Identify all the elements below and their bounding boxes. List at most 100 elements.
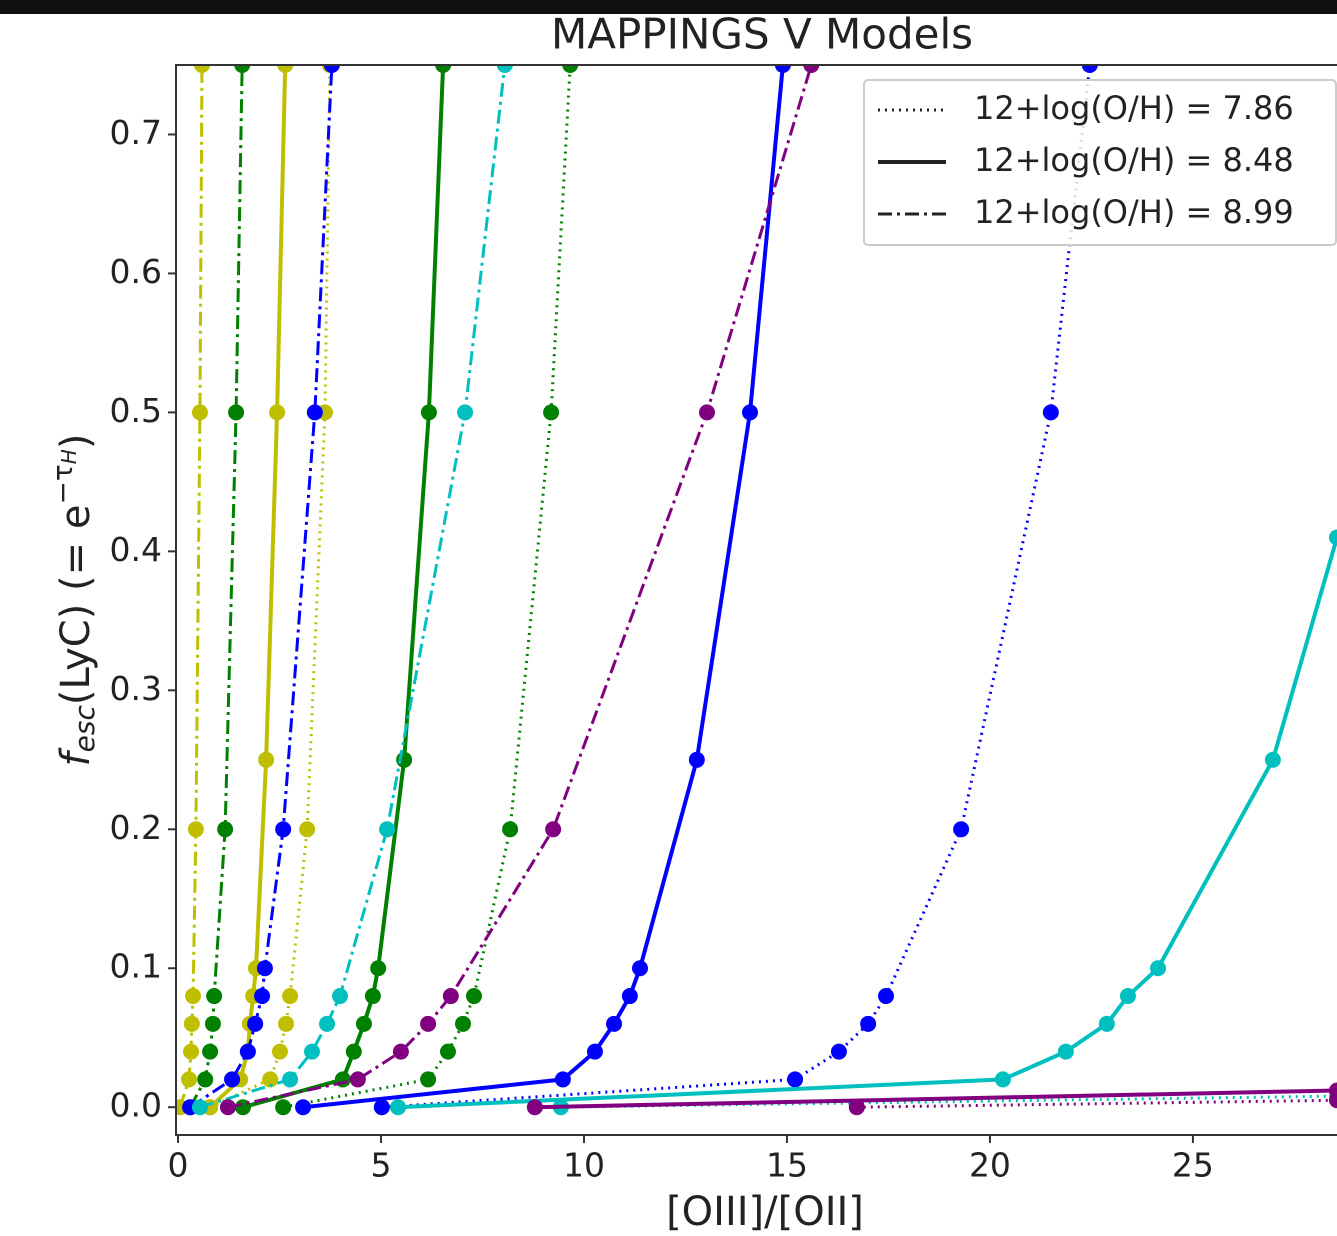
data-point bbox=[1119, 988, 1136, 1005]
y-label-part: H bbox=[57, 449, 81, 464]
data-point bbox=[1042, 404, 1059, 421]
legend-label: 12+log(O/H) = 7.86 bbox=[974, 89, 1294, 127]
data-point bbox=[420, 404, 437, 421]
y-label-part: −τ bbox=[46, 464, 79, 504]
legend-box bbox=[863, 79, 1337, 246]
series-line bbox=[227, 65, 813, 1109]
data-point bbox=[306, 404, 323, 421]
series-line bbox=[302, 65, 785, 1110]
y-tick-label: 0.4 bbox=[110, 530, 162, 569]
data-point bbox=[271, 1043, 288, 1060]
x-tick-label: 5 bbox=[371, 1146, 392, 1185]
data-point bbox=[303, 1043, 320, 1060]
data-point bbox=[994, 1071, 1011, 1088]
y-tick-label: 0.7 bbox=[110, 113, 162, 152]
data-point bbox=[364, 988, 381, 1005]
data-point bbox=[277, 65, 294, 73]
x-tick-label: 0 bbox=[168, 1146, 189, 1185]
data-point bbox=[392, 1043, 409, 1060]
data-point bbox=[390, 1099, 407, 1116]
data-point bbox=[526, 1099, 543, 1116]
data-point bbox=[219, 1099, 236, 1116]
axes-frame bbox=[175, 64, 1337, 1136]
series-line bbox=[178, 65, 204, 1108]
data-point bbox=[586, 1043, 603, 1060]
data-point bbox=[187, 821, 204, 838]
data-point bbox=[632, 960, 649, 977]
data-point bbox=[234, 65, 251, 73]
series-line bbox=[397, 536, 1337, 1110]
data-point bbox=[455, 1015, 472, 1032]
data-point bbox=[830, 1043, 847, 1060]
data-point bbox=[191, 404, 208, 421]
data-point bbox=[256, 960, 273, 977]
data-point bbox=[262, 1071, 279, 1088]
data-point bbox=[606, 1015, 623, 1032]
data-point bbox=[420, 1015, 437, 1032]
data-point bbox=[502, 821, 519, 838]
data-point bbox=[457, 404, 474, 421]
y-axis-label: fesc(LyC) (= e−τH) bbox=[46, 434, 101, 767]
data-point bbox=[193, 65, 210, 73]
data-point bbox=[224, 1071, 241, 1088]
data-point bbox=[442, 988, 459, 1005]
y-label-part: (LyC) (= e bbox=[53, 505, 99, 706]
data-point bbox=[787, 1071, 804, 1088]
x-tick-label: 20 bbox=[969, 1146, 1011, 1185]
data-point bbox=[282, 1071, 299, 1088]
plot-area bbox=[176, 65, 1337, 1116]
data-point bbox=[323, 65, 340, 73]
data-point bbox=[688, 751, 705, 768]
series-line bbox=[199, 65, 507, 1109]
data-point bbox=[180, 1071, 197, 1088]
data-point bbox=[439, 1043, 456, 1060]
data-point bbox=[1264, 751, 1281, 768]
y-tick-label: 0.5 bbox=[110, 391, 162, 430]
data-point bbox=[282, 988, 299, 1005]
data-point bbox=[562, 65, 579, 73]
data-point bbox=[345, 1043, 362, 1060]
y-tick-label: 0.2 bbox=[110, 808, 162, 847]
series-line bbox=[189, 65, 334, 1109]
data-point bbox=[543, 404, 560, 421]
y-tick-label: 0.0 bbox=[110, 1086, 162, 1125]
data-point bbox=[319, 1015, 336, 1032]
y-tick-label: 0.3 bbox=[110, 669, 162, 708]
top-strip bbox=[0, 0, 1337, 14]
data-point bbox=[355, 1015, 372, 1032]
x-axis-label: [OIII]/[OII] bbox=[666, 1189, 864, 1235]
data-point bbox=[860, 1015, 877, 1032]
data-point bbox=[1329, 1092, 1337, 1109]
data-point bbox=[545, 821, 562, 838]
data-point bbox=[185, 988, 202, 1005]
y-tick-label: 0.1 bbox=[110, 947, 162, 986]
data-point bbox=[183, 1015, 200, 1032]
data-point bbox=[465, 988, 482, 1005]
series-line bbox=[282, 65, 572, 1109]
y-tick-label: 0.6 bbox=[110, 252, 162, 291]
data-point bbox=[349, 1071, 366, 1088]
series-line bbox=[534, 1088, 1337, 1110]
data-point bbox=[204, 1015, 221, 1032]
data-point bbox=[278, 1015, 295, 1032]
data-point bbox=[878, 988, 895, 1005]
data-point bbox=[217, 821, 234, 838]
y-label-part: esc bbox=[68, 705, 101, 753]
data-point bbox=[435, 65, 452, 73]
series-line bbox=[208, 65, 288, 1109]
data-point bbox=[496, 65, 513, 73]
data-point bbox=[239, 1043, 256, 1060]
series-line bbox=[856, 1098, 1337, 1109]
data-point bbox=[269, 404, 286, 421]
data-point bbox=[742, 404, 759, 421]
data-point bbox=[332, 988, 349, 1005]
data-point bbox=[206, 988, 223, 1005]
x-tick-label: 15 bbox=[766, 1146, 808, 1185]
data-point bbox=[1098, 1015, 1115, 1032]
x-tick-label: 10 bbox=[563, 1146, 605, 1185]
data-point bbox=[379, 821, 396, 838]
data-point bbox=[1057, 1043, 1074, 1060]
chart-title: MAPPINGS V Models bbox=[551, 10, 973, 59]
data-point bbox=[275, 1099, 292, 1116]
